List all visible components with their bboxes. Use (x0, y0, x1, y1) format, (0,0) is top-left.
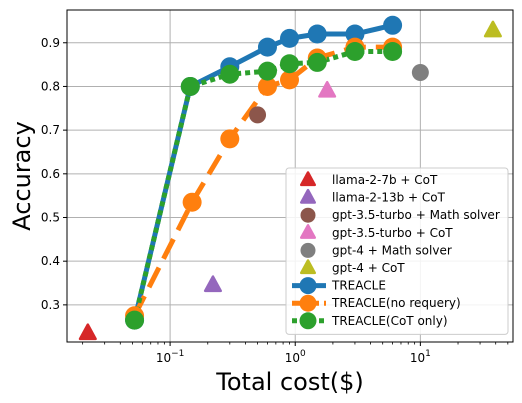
data-point (125, 311, 144, 330)
data-point (249, 106, 266, 123)
legend-label: gpt-4 + CoT (332, 261, 405, 275)
data-point (308, 53, 327, 72)
x-tick-label: 100 (285, 349, 306, 365)
legend-label: TREACLE(no requery) (331, 296, 461, 310)
legend-marker (301, 208, 316, 223)
data-point (181, 77, 200, 96)
y-tick-label: 0.3 (41, 298, 60, 312)
legend-label: llama-2-13b + CoT (332, 191, 446, 205)
y-tick-label: 0.4 (41, 254, 60, 268)
data-point (258, 38, 277, 57)
data-point (280, 70, 299, 89)
data-point (345, 42, 364, 61)
data-point (220, 65, 239, 84)
y-tick-label: 0.9 (41, 36, 60, 50)
legend-label: llama-2-7b + CoT (332, 173, 438, 187)
data-point (258, 62, 277, 81)
x-axis-title: Total cost($) (215, 368, 363, 396)
legend-marker (300, 277, 317, 294)
legend-label: TREACLE(CoT only) (331, 314, 448, 328)
legend-label: gpt-3.5-turbo + CoT (332, 226, 453, 240)
data-point (280, 54, 299, 73)
data-point (485, 22, 501, 36)
data-point (383, 42, 402, 61)
legend-marker (301, 243, 316, 258)
data-point (183, 193, 202, 212)
legend-marker (300, 312, 317, 329)
y-tick-label: 0.6 (41, 167, 60, 181)
legend-marker (300, 295, 317, 312)
data-point (80, 325, 96, 339)
legend-label: TREACLE (331, 279, 386, 293)
y-tick-label: 0.7 (41, 123, 60, 137)
legend: llama-2-7b + CoT llama-2-13b + CoT gpt-3.5… (286, 168, 508, 334)
legend-label: gpt-3.5-turbo + Math solver (332, 208, 500, 222)
data-point (319, 82, 335, 96)
data-point (220, 129, 239, 148)
x-tick-label: 10−1 (156, 349, 185, 365)
x-tick-label: 101 (410, 349, 431, 365)
data-point (308, 25, 327, 44)
legend-label: gpt-4 + Math solver (332, 243, 452, 257)
data-point (280, 29, 299, 48)
data-point (383, 16, 402, 35)
y-axis-title: Accuracy (8, 121, 36, 231)
data-point (412, 64, 429, 81)
y-tick-label: 0.8 (41, 79, 60, 93)
y-tick-label: 0.5 (41, 211, 60, 225)
data-point (205, 277, 221, 291)
